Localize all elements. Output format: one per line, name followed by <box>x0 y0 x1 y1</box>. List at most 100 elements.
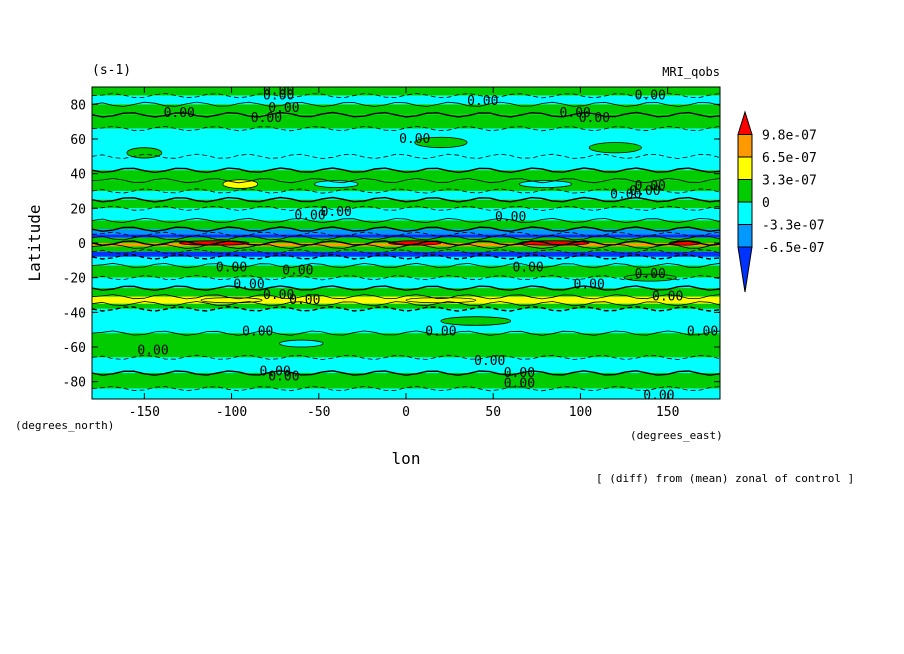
contour-label-24: 0.00 <box>137 343 168 358</box>
band-21 <box>92 288 720 297</box>
contour-label-19: 0.00 <box>512 260 543 275</box>
y-tick-label-7: 60 <box>70 133 86 148</box>
colorbar-swatch-3 <box>737 179 753 203</box>
contour-label-10: 0.00 <box>294 208 325 223</box>
unit-label: (s-1) <box>92 63 131 78</box>
contour-label-7: 0.00 <box>560 106 591 121</box>
contour-line-23 <box>92 301 720 307</box>
plot-area: 0.000.000.000.000.000.00 0.000.000.000.00… <box>92 83 720 404</box>
colorbar-swatch-1 <box>737 134 753 158</box>
contour-label-4: 0.00 <box>164 106 195 121</box>
contour-label-30: 0.00 <box>504 366 535 381</box>
band-5 <box>92 156 720 171</box>
x-tick-label-0: -150 <box>129 405 160 420</box>
blob-12 <box>279 339 324 348</box>
contour-label-26: 0.00 <box>474 354 505 369</box>
contour-label-6: 0.00 <box>635 89 666 104</box>
band-2 <box>92 104 720 115</box>
colorbar-label-2: 3.3e-07 <box>762 174 817 189</box>
y-tick-label-0: -80 <box>63 376 86 391</box>
contour-line-18 <box>92 253 720 260</box>
contour-label-5: 0.00 <box>467 94 498 109</box>
contour-line-8 <box>92 188 720 194</box>
contour-label-23: 0.00 <box>242 324 273 339</box>
contour-label-18: 0.00 <box>289 293 320 308</box>
contour-line-11 <box>92 217 720 224</box>
contour-line-7 <box>92 177 720 184</box>
blob-9 <box>126 147 163 159</box>
y-tick-label-5: 20 <box>70 202 86 217</box>
band-16 <box>92 246 720 252</box>
x-tick-label-4: 50 <box>485 405 501 420</box>
y-axis: -80 -60 -40 -20 0 20 40 60 80 <box>63 98 720 391</box>
contour-line-17 <box>92 249 720 255</box>
band-27 <box>92 373 720 389</box>
contour-label-25: 0.00 <box>425 324 456 339</box>
contour-label-14: 0.00 <box>635 179 666 194</box>
band-25 <box>92 333 720 358</box>
y-tick-label-2: -40 <box>63 306 86 321</box>
band-18 <box>92 256 720 266</box>
y-tick-label-8: 80 <box>70 98 86 113</box>
y-tick-label-3: -20 <box>63 272 86 287</box>
contour-labels: 0.000.000.000.000.000.00 0.000.000.000.00… <box>137 83 718 404</box>
contour-label-16: 0.00 <box>233 278 264 293</box>
contour-line-20 <box>92 275 720 281</box>
contour-line-14 <box>92 235 720 241</box>
colorbar-swatch-2 <box>737 156 753 180</box>
contour-line-1 <box>92 93 720 99</box>
contour-line-27 <box>92 370 720 376</box>
x-tick-label-5: 100 <box>569 405 592 420</box>
contour-label-1: 0.00 <box>263 89 294 104</box>
contour-label-21: 0.00 <box>635 267 666 282</box>
contour-label-9: 0.00 <box>399 132 430 147</box>
band-19 <box>92 265 720 278</box>
contour-line-24 <box>92 305 720 312</box>
band-6 <box>92 170 720 181</box>
blob-10 <box>414 136 468 149</box>
colorbar-label-1: 6.5e-07 <box>762 151 817 166</box>
band-20 <box>92 277 720 289</box>
contour-line-19 <box>92 262 720 269</box>
contour-line-2 <box>92 101 720 107</box>
footnote: [ (diff) from (mean) zonal of control ] <box>596 472 854 485</box>
contour-label-20: 0.00 <box>574 278 605 293</box>
contour-label-32: 0.00 <box>643 389 674 404</box>
contour-label-8: 0.00 <box>579 111 610 126</box>
band-17 <box>92 251 720 257</box>
contour-lines <box>92 93 720 392</box>
contour-label-22: 0.00 <box>652 290 683 305</box>
colorbar: 9.8e-07 6.5e-07 3.3e-07 0 -3.3e-07 -6.5e-07 <box>737 110 825 293</box>
contour-line-9 <box>92 196 720 203</box>
blob-11 <box>588 142 642 154</box>
contour-label-2: 0.00 <box>268 101 299 116</box>
contour-label-11: 0.00 <box>321 205 352 220</box>
band-14 <box>92 237 720 243</box>
contour-line-22 <box>92 294 720 300</box>
contour-line-16 <box>92 243 720 250</box>
contour-line-3 <box>92 111 720 118</box>
colorbar-label-4: -3.3e-07 <box>762 219 825 234</box>
contour-line-25 <box>92 330 720 336</box>
band-24 <box>92 308 720 334</box>
band-7 <box>92 180 720 191</box>
colorbar-swatch-5 <box>737 224 753 248</box>
contour-label-0: 0.00 <box>263 83 294 98</box>
band-9 <box>92 199 720 209</box>
contour-label-13: 0.00 <box>610 187 641 202</box>
x-units-label: (degrees_east) <box>630 429 723 442</box>
contour-label-17: 0.00 <box>282 264 313 279</box>
blob-13 <box>440 316 512 326</box>
contour-label-29: 0.00 <box>268 369 299 384</box>
contour-label-34: 0.00 <box>263 288 294 303</box>
x-tick-label-1: -100 <box>216 405 247 420</box>
colorbar-label-3: 0 <box>762 196 770 211</box>
y-tick-label-4: 0 <box>78 237 86 252</box>
band-8 <box>92 191 720 200</box>
y-tick-label-1: -60 <box>63 341 86 356</box>
contour-line-10 <box>92 205 720 211</box>
x-axis-title: lon <box>392 449 421 468</box>
contour-line-12 <box>92 226 720 233</box>
contour-label-12: 0.00 <box>495 210 526 225</box>
